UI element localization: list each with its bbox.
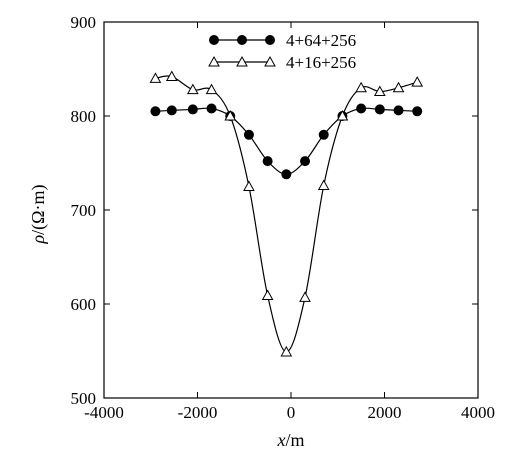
legend: 4+64+256 4+16+256: [208, 31, 356, 72]
data-point-series-1: [412, 106, 423, 117]
data-point-series-1: [318, 129, 329, 140]
data-point-series-1: [281, 169, 292, 180]
x-axis-variable: x: [276, 430, 285, 450]
data-point-series-1: [150, 106, 161, 117]
x-axis-label: x/m: [276, 430, 304, 450]
series-line-1: [155, 107, 418, 175]
data-point-series-1: [166, 105, 177, 116]
legend-marker-series-1: [237, 35, 247, 45]
series-lines: [155, 75, 418, 353]
data-point-series-2: [317, 179, 330, 191]
data-point-series-1: [300, 156, 311, 167]
legend-marker-series-1: [209, 35, 219, 45]
data-point-series-2: [149, 72, 162, 83]
x-axis-unit: /m: [285, 430, 304, 450]
y-tick-label: 600: [71, 295, 97, 314]
y-axis-unit: /(Ω·m): [28, 184, 49, 234]
data-point-series-2: [261, 289, 274, 301]
data-point-series-1: [356, 103, 367, 114]
y-tick-label: 800: [71, 107, 97, 126]
x-tick-label: -4000: [84, 403, 124, 422]
data-point-series-2: [224, 109, 237, 121]
legend-label-series-2: 4+16+256: [286, 53, 356, 72]
y-axis-label: ρ/(Ω·m): [28, 184, 49, 244]
plot-frame: [103, 21, 479, 399]
data-point-series-2: [280, 345, 293, 357]
data-point-series-2: [165, 70, 178, 82]
series-line-2: [155, 75, 418, 353]
legend-marker-series-2: [264, 55, 276, 67]
y-axis-variable: ρ: [28, 235, 48, 245]
series-markers: [149, 70, 424, 357]
data-point-series-2: [411, 76, 424, 87]
data-point-series-1: [393, 105, 404, 116]
x-tick-label: 2000: [368, 403, 402, 422]
data-point-series-1: [187, 104, 198, 115]
x-tick-label: 4000: [461, 403, 495, 422]
legend-marker-series-1: [265, 35, 275, 45]
legend-label-series-1: 4+64+256: [286, 31, 356, 50]
legend-marker-series-2: [236, 55, 248, 67]
axis-ticks: -4000 -2000 0 2000 4000 500 600 700 800 900: [71, 13, 496, 422]
data-point-series-1: [206, 103, 217, 114]
data-point-series-1: [243, 129, 254, 140]
data-point-series-2: [186, 83, 199, 95]
legend-marker-series-2: [208, 55, 220, 67]
data-point-series-2: [299, 291, 311, 302]
data-point-series-2: [373, 85, 386, 97]
y-tick-label: 500: [71, 389, 97, 408]
data-point-series-1: [374, 104, 385, 115]
y-tick-label: 700: [71, 201, 97, 220]
data-point-series-2: [355, 81, 367, 93]
data-point-series-2: [205, 83, 218, 95]
x-tick-label: -2000: [178, 403, 218, 422]
data-point-series-2: [243, 180, 255, 191]
data-point-series-1: [262, 156, 273, 167]
y-tick-label: 900: [71, 13, 97, 32]
data-point-series-2: [392, 81, 405, 93]
x-tick-label: 0: [287, 403, 296, 422]
data-point-series-2: [336, 109, 349, 121]
